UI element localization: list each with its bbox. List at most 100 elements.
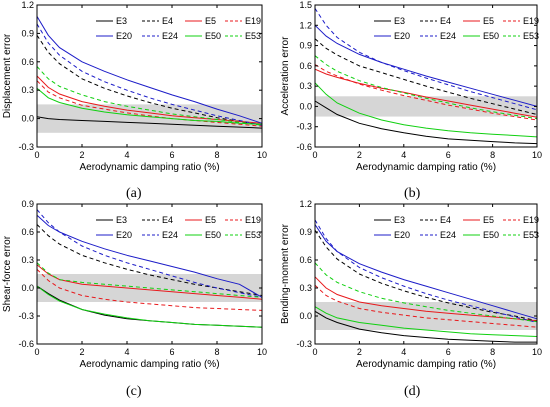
y-tick-label: 0.3 <box>299 283 312 293</box>
series-line-e24 <box>314 219 538 323</box>
y-tick-label: 1.2 <box>299 20 312 30</box>
x-tick-label: 8 <box>490 347 495 357</box>
x-tick-label: 10 <box>257 347 267 357</box>
series-line-e5 <box>36 264 263 300</box>
x-tick-label: 6 <box>446 347 451 357</box>
legend-label-e53: E53 <box>245 230 261 240</box>
y-tick-label: 0.6 <box>299 255 312 265</box>
x-tick-label: 2 <box>357 347 362 357</box>
y-tick-label: 0.9 <box>21 199 34 209</box>
series-line-e50 <box>36 87 263 125</box>
x-tick-label: 4 <box>124 150 129 160</box>
series-line-e50 <box>314 306 538 337</box>
legend-label-e50: E50 <box>205 31 221 41</box>
legend-label-e19: E19 <box>245 16 261 26</box>
series-line-e5 <box>36 75 263 124</box>
legend-label-e4: E4 <box>162 16 173 26</box>
y-tick-label: 0.9 <box>299 41 312 51</box>
legend-label-e53: E53 <box>523 31 539 41</box>
legend-label-e50: E50 <box>205 230 221 240</box>
x-tick-label: 4 <box>124 347 129 357</box>
legend-label-e53: E53 <box>523 230 539 240</box>
legend-label-e53: E53 <box>245 31 261 41</box>
x-tick-label: 0 <box>34 150 39 160</box>
panel-label-d: (d) <box>404 384 421 399</box>
legend-label-e5: E5 <box>205 16 216 26</box>
legend-label-e24: E24 <box>162 31 178 41</box>
y-axis-label: Shear-force error <box>2 235 13 312</box>
series-line-e53 <box>36 66 263 126</box>
y-tick-label: 0.0 <box>21 114 34 124</box>
legend-label-e4: E4 <box>162 215 173 225</box>
x-axis-label: Aerodynamic damping ratio (%) <box>79 359 219 370</box>
x-tick-label: 8 <box>214 150 219 160</box>
x-tick-label: 8 <box>214 347 219 357</box>
y-tick-label: 1.5 <box>299 0 312 10</box>
legend-label-e3: E3 <box>116 215 127 225</box>
chart-panel-a: 0 2 4 6 8 10 -0.3 0.0 0.3 0.6 0.9 1.2 Aerodynamic da… <box>2 0 267 173</box>
y-tick-label: 0.9 <box>299 227 312 237</box>
y-axis-label: Bending-moment error <box>280 223 291 324</box>
plot-frame <box>36 203 263 345</box>
x-tick-label: 4 <box>401 150 406 160</box>
x-tick-label: 6 <box>169 150 174 160</box>
series-line-e53 <box>314 55 538 120</box>
legend-label-e5: E5 <box>205 215 216 225</box>
y-tick-label: 0.6 <box>21 227 34 237</box>
series-line-e20 <box>314 24 538 107</box>
series-line-e24 <box>314 8 538 111</box>
legend-label-e20: E20 <box>394 230 410 240</box>
y-tick-label: -0.3 <box>296 339 312 349</box>
series-line-e53 <box>36 262 263 298</box>
x-tick-label: 6 <box>169 347 174 357</box>
x-tick-label: 0 <box>312 347 317 357</box>
x-tick-label: 10 <box>257 150 267 160</box>
legend: E3 E4 E5 E19 E20 E24 E50 E53 <box>374 16 539 41</box>
legend-label-e19: E19 <box>245 215 261 225</box>
x-tick-label: 0 <box>34 347 39 357</box>
plot-frame <box>314 203 538 345</box>
legend-label-e5: E5 <box>483 215 494 225</box>
plot-frame <box>314 4 538 148</box>
legend-label-e4: E4 <box>440 16 451 26</box>
x-tick-label: 8 <box>490 150 495 160</box>
legend-label-e24: E24 <box>162 230 178 240</box>
tolerance-band <box>315 96 537 117</box>
legend-label-e50: E50 <box>483 230 499 240</box>
y-tick-label: 0.0 <box>299 101 312 111</box>
series-line-e3 <box>314 310 537 343</box>
series-line-e3 <box>36 116 263 129</box>
y-tick-label: 1.2 <box>21 0 34 10</box>
chart-panel-d: 0 2 4 6 8 10 -0.3 0.0 0.3 0.6 0.9 1.2 Aerodynamic da… <box>280 199 542 370</box>
legend-label-e50: E50 <box>483 31 499 41</box>
plot-frame <box>36 4 263 148</box>
legend-label-e5: E5 <box>483 16 494 26</box>
x-tick-label: 2 <box>79 347 84 357</box>
legend: E3 E4 E5 E19 E20 E24 E50 E53 <box>374 215 539 240</box>
series-line-e20 <box>36 16 263 124</box>
legend-label-e3: E3 <box>116 16 127 26</box>
y-tick-label: 0.3 <box>21 85 34 95</box>
legend-label-e3: E3 <box>394 215 405 225</box>
series-line-e5 <box>314 276 538 322</box>
y-axis-label: Displacement error <box>2 33 13 118</box>
y-tick-label: 0.3 <box>299 81 312 91</box>
legend-label-e19: E19 <box>523 215 539 225</box>
legend-label-e19: E19 <box>523 16 539 26</box>
y-tick-label: 0.9 <box>21 28 34 38</box>
legend-label-e20: E20 <box>116 230 132 240</box>
y-tick-label: 0.0 <box>299 311 312 321</box>
y-tick-label: 1.2 <box>299 199 312 209</box>
panel-label-a: (a) <box>126 186 142 201</box>
chart-panel-c: 0 2 4 6 8 10 -0.6 -0.3 0.0 0.3 0.6 0.9 Aerodynamic d… <box>2 199 267 370</box>
x-tick-label: 4 <box>401 347 406 357</box>
panel-label-b: (b) <box>404 186 421 201</box>
series-line-e19 <box>36 80 263 127</box>
x-axis-label: Aerodynamic damping ratio (%) <box>356 359 496 370</box>
series-line-e4 <box>314 229 538 322</box>
y-tick-label: 0.6 <box>21 57 34 67</box>
tolerance-band <box>37 274 262 302</box>
legend-label-e20: E20 <box>116 31 132 41</box>
